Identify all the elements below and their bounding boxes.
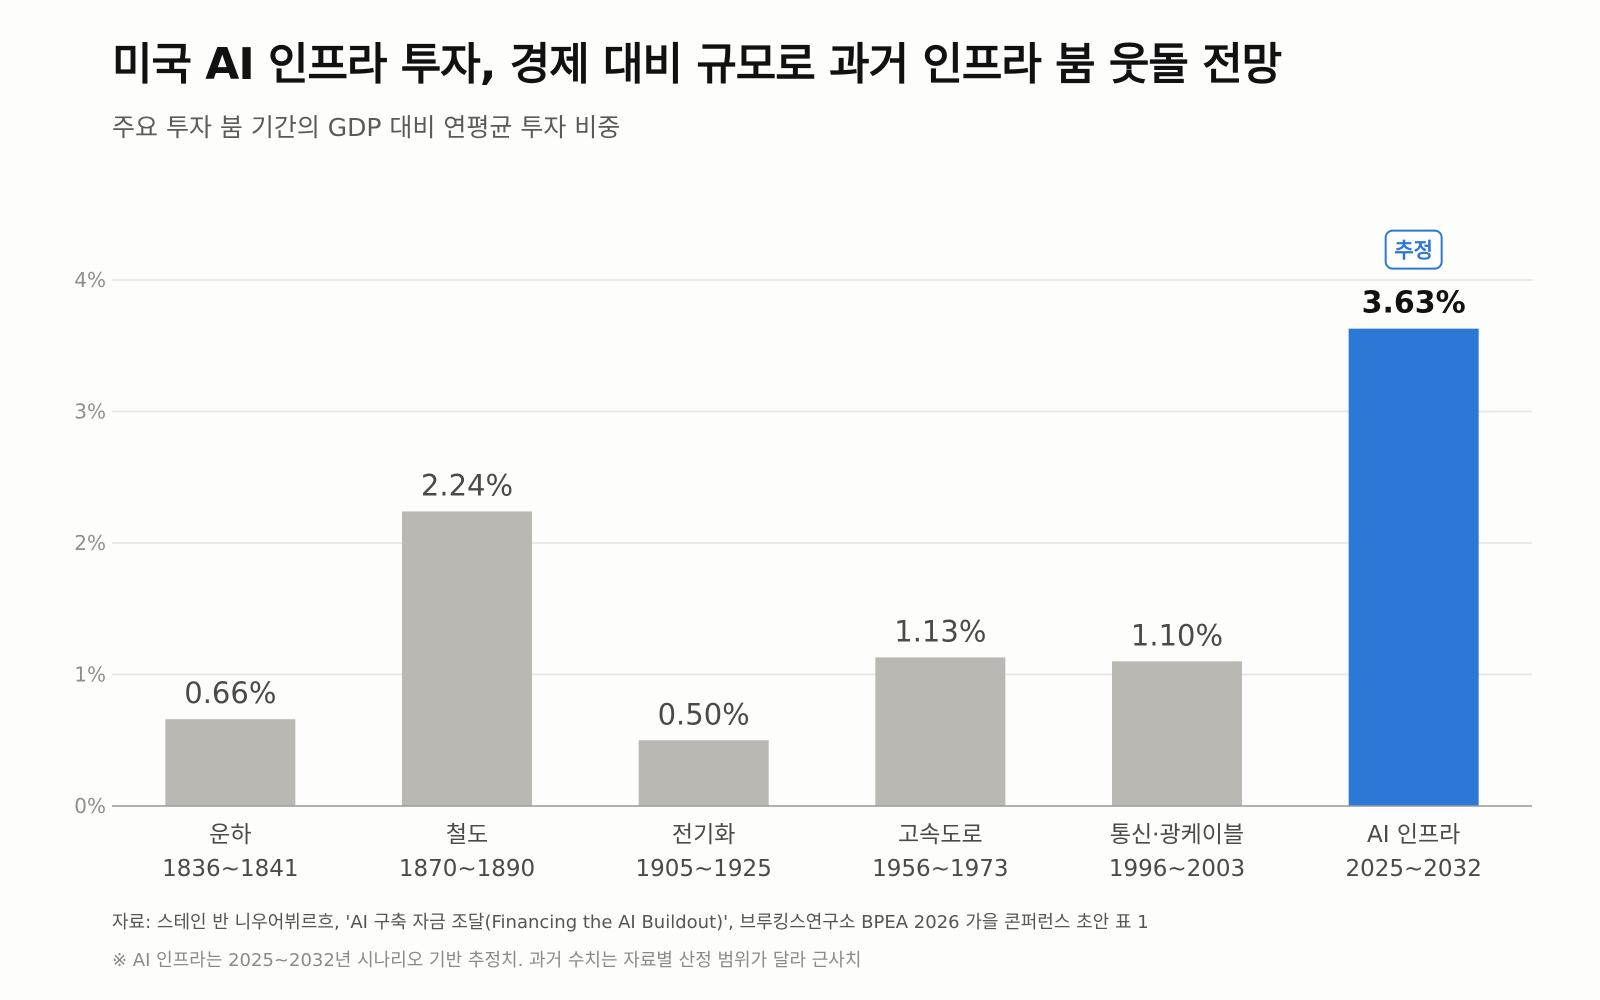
y-axis-ticks: 0% 1% 2% 3% 4% [74, 268, 106, 818]
y-tick-label: 2% [74, 531, 106, 555]
source-note: 자료: 스테인 반 니우어뷔르흐, 'AI 구축 자금 조달(Financing… [112, 912, 1149, 933]
y-tick-label: 4% [74, 268, 106, 292]
x-tick-label: 통신·광케이블 [1110, 822, 1244, 848]
y-tick-label: 3% [74, 400, 106, 424]
x-tick-label: 전기화 [672, 822, 735, 848]
x-tick-period: 1956~1973 [872, 856, 1008, 882]
grid-lines [112, 279, 1532, 676]
x-tick-period: 1870~1890 [399, 856, 535, 882]
footnote: ※ AI 인프라는 2025~2032년 시나리오 기반 추정치. 과거 수치는… [112, 950, 862, 971]
x-tick-label: 고속도로 [898, 822, 983, 848]
x-tick-label: 운하 [209, 822, 251, 848]
data-label: 0.66% [184, 676, 276, 710]
x-tick-label: AI 인프라 [1367, 822, 1460, 848]
bar [165, 719, 296, 806]
estimate-badge-label: 추정 [1394, 239, 1433, 263]
data-label: 2.24% [421, 468, 513, 502]
x-tick-period: 1836~1841 [162, 856, 298, 882]
y-tick-label: 1% [74, 663, 106, 687]
bar [875, 657, 1006, 806]
data-labels: 0.66% 2.24% 0.50% 1.13% 1.10% 3.63% 추정 [184, 229, 1466, 731]
chart-title: 미국 AI 인프라 투자, 경제 대비 규모로 과거 인프라 붐 웃돌 전망 [112, 39, 1282, 90]
data-label: 0.50% [658, 697, 750, 731]
bar [402, 511, 532, 806]
bar [638, 740, 769, 806]
x-tick-period: 1996~2003 [1109, 856, 1245, 882]
estimate-badge [1384, 229, 1443, 270]
data-label: 1.10% [1131, 618, 1223, 652]
x-tick-label: 철도 [446, 822, 488, 848]
x-tick-period: 2025~2032 [1345, 856, 1481, 882]
data-label: 3.63% [1362, 286, 1466, 321]
bar [1348, 328, 1479, 806]
bars [165, 328, 1479, 806]
x-axis-labels: 운하 1836~1841 철도 1870~1890 전기화 1905~1925 고속도로 19… [162, 822, 1482, 882]
data-label: 1.13% [894, 614, 986, 648]
y-tick-label: 0% [74, 794, 106, 818]
x-tick-period: 1905~1925 [635, 856, 771, 882]
chart-subtitle: 주요 투자 붐 기간의 GDP 대비 연평균 투자 비중 [112, 113, 621, 142]
bar [1112, 661, 1242, 806]
